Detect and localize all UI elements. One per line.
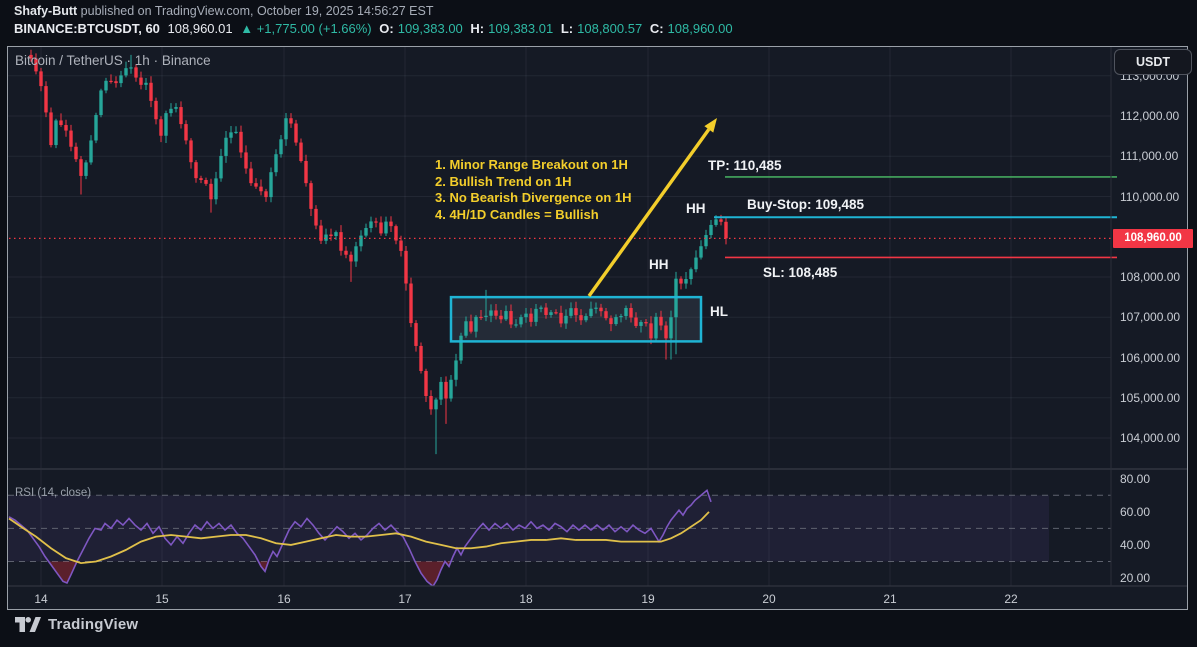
price-change: ▲ +1,775.00 (+1.66%) — [240, 21, 372, 36]
rsi-axis-tick[interactable]: 80.00 — [1120, 471, 1151, 486]
publish-info-text: published on TradingView.com, October 19… — [77, 4, 434, 18]
publish-info-bar: Shafy-Butt published on TradingView.com,… — [14, 4, 433, 18]
price-chart-canvas[interactable] — [8, 47, 1187, 609]
symbol-status-bar: BINANCE:BTCUSDT, 60 108,960.01 ▲ +1,775.… — [14, 21, 737, 36]
time-axis-tick[interactable]: 20 — [762, 592, 776, 606]
note-line-2: 2. Bullish Trend on 1H — [435, 173, 572, 189]
higher-high-label-upper: HH — [686, 201, 706, 216]
time-axis-tick[interactable]: 16 — [277, 592, 291, 606]
time-axis-tick[interactable]: 15 — [155, 592, 169, 606]
buy-stop-label: Buy-Stop: 109,485 — [747, 197, 865, 212]
footer: TradingView — [14, 616, 138, 633]
last-price: 108,960.01 — [167, 21, 233, 36]
currency-toggle-button[interactable]: USDT — [1114, 49, 1192, 75]
price-axis-tick[interactable]: 108,000.00 — [1120, 270, 1181, 284]
open-value: 109,383.00 — [397, 21, 463, 36]
rsi-axis-tick[interactable]: 40.00 — [1120, 537, 1151, 552]
time-axis-tick[interactable]: 19 — [641, 592, 655, 606]
time-axis-tick[interactable]: 17 — [398, 592, 412, 606]
time-axis-tick[interactable]: 14 — [34, 592, 48, 606]
rsi-indicator-label: RSI (14, close) — [15, 487, 92, 499]
stop-loss-label: SL: 108,485 — [763, 265, 838, 280]
high-value: 109,383.01 — [488, 21, 554, 36]
rsi-axis-tick[interactable]: 60.00 — [1120, 504, 1151, 519]
last-price-axis-tag: 108,960.00 — [1113, 229, 1193, 248]
candle-series — [29, 49, 728, 455]
author-name: Shafy-Butt — [14, 4, 78, 18]
time-axis-tick[interactable]: 22 — [1004, 592, 1018, 606]
low-value: 108,800.57 — [577, 21, 643, 36]
price-axis-tick[interactable]: 110,000.00 — [1120, 189, 1180, 204]
open-label: O: — [379, 21, 394, 36]
chart-widget: Bitcoin / TetherUS · 1h · Binance USDT 1… — [7, 46, 1193, 610]
close-value: 108,960.00 — [667, 21, 733, 36]
tradingview-logo-text: TradingView — [48, 616, 139, 633]
note-line-1: 1. Minor Range Breakout on 1H — [435, 157, 628, 172]
time-axis-tick[interactable]: 18 — [519, 592, 533, 606]
note-line-4: 4. 4H/1D Candles = Bullish — [435, 206, 599, 222]
trade-idea-notes: 1. Minor Range Breakout on 1H 2. Bullish… — [435, 157, 632, 223]
time-axis-tick[interactable]: 21 — [883, 592, 897, 606]
higher-high-label-lower: HH — [649, 257, 669, 272]
higher-low-label: HL — [710, 304, 728, 319]
low-label: L: — [560, 21, 574, 36]
take-profit-label: TP: 110,485 — [708, 158, 782, 173]
rsi-axis-tick[interactable]: 20.00 — [1120, 571, 1151, 585]
rsi-series — [8, 488, 712, 586]
tradingview-logo-icon — [15, 617, 41, 632]
chart-title: Bitcoin / TetherUS · 1h · Binance — [15, 53, 211, 68]
price-axis-tick[interactable]: 112,000.00 — [1120, 109, 1180, 123]
symbol-interval: BINANCE:BTCUSDT, 60 — [14, 21, 160, 36]
price-axis-tick[interactable]: 111,000.00 — [1120, 149, 1179, 164]
note-line-3: 3. No Bearish Divergence on 1H — [435, 190, 632, 205]
price-axis-tick[interactable]: 105,000.00 — [1120, 390, 1181, 405]
close-label: C: — [649, 21, 664, 36]
price-axis-tick[interactable]: 104,000.00 — [1120, 431, 1181, 445]
high-label: H: — [470, 21, 485, 36]
price-axis-tick[interactable]: 106,000.00 — [1120, 350, 1181, 365]
price-axis-tick[interactable]: 107,000.00 — [1120, 310, 1181, 325]
